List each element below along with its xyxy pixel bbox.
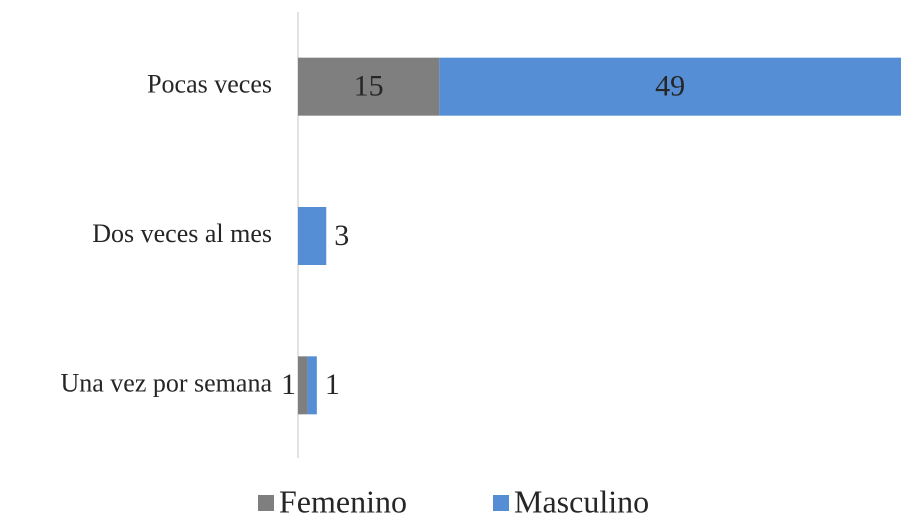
bar-segment	[439, 57, 901, 116]
value-label: 1	[325, 368, 340, 401]
bar-segment	[298, 356, 308, 415]
category-label: Dos veces al mes	[92, 219, 272, 248]
legend-label: Masculino	[514, 483, 649, 519]
legend-swatch	[493, 495, 509, 511]
value-label: 15	[354, 70, 384, 103]
legend-label: Femenino	[279, 483, 407, 519]
value-label: 49	[655, 70, 685, 103]
bar-segment	[307, 356, 317, 415]
legend-swatch	[258, 495, 274, 511]
bar-segment	[298, 207, 327, 265]
bar-segment	[298, 57, 440, 116]
value-label: 3	[334, 219, 349, 252]
category-label: Una vez por semana	[60, 368, 272, 397]
value-label: 1	[281, 368, 296, 401]
category-label: Pocas veces	[147, 70, 272, 99]
